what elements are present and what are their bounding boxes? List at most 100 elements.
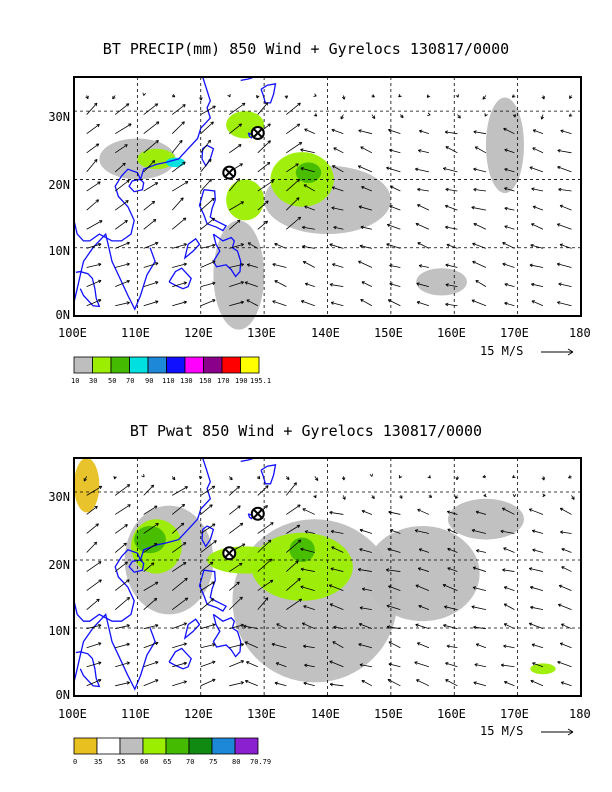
coastline xyxy=(260,83,277,104)
wind-vector xyxy=(229,643,244,649)
wind-vector-head xyxy=(442,583,447,588)
wind-vector-head xyxy=(386,625,391,629)
wind-vector xyxy=(86,642,102,649)
wind-vector xyxy=(172,301,187,307)
wind-vector-head xyxy=(227,93,231,98)
colorbar-swatch xyxy=(166,356,186,374)
wind-vector-head xyxy=(296,123,301,127)
wind-vector-head xyxy=(207,139,211,144)
wind-vector-head xyxy=(151,160,156,164)
wind-vector xyxy=(303,184,316,192)
wind-vector-head xyxy=(274,280,278,284)
wind-vector-head xyxy=(445,225,449,230)
wind-vector-head xyxy=(371,495,375,499)
wind-vector xyxy=(504,302,515,307)
wind-vector-head xyxy=(98,642,102,646)
wind-vector-head xyxy=(83,478,87,482)
wind-vector-head xyxy=(427,112,431,117)
wind-vector xyxy=(200,504,213,515)
wind-vector xyxy=(86,280,102,288)
wind-vector xyxy=(143,642,159,649)
wind-vector-head xyxy=(238,144,242,148)
wind-vector-head xyxy=(183,680,187,684)
wind-vector xyxy=(114,123,132,135)
wind-vector-head xyxy=(475,510,480,515)
wind-vector xyxy=(445,264,458,268)
wind-vector-head xyxy=(417,204,421,208)
wind-vector xyxy=(86,102,98,115)
wind-vector xyxy=(557,149,572,154)
wind-vector xyxy=(246,661,258,668)
wind-vector xyxy=(415,584,430,591)
wind-vector-head xyxy=(358,205,363,209)
wind-vector xyxy=(200,299,216,307)
wind-vector xyxy=(559,205,572,211)
wind-vector xyxy=(331,186,344,192)
wind-vector xyxy=(171,197,184,211)
wind-vector xyxy=(416,301,430,307)
wind-vector-head xyxy=(418,264,423,268)
wind-vector xyxy=(200,244,216,249)
wind-vector xyxy=(229,562,243,572)
wind-vector xyxy=(332,263,344,268)
x-tick-label: 120E xyxy=(184,707,213,721)
colorbar-label: 110 xyxy=(162,377,175,385)
wind-vector-head xyxy=(270,522,274,526)
wind-vector xyxy=(503,623,515,630)
wind-vector xyxy=(172,643,187,649)
wind-vector xyxy=(532,549,544,553)
wind-vector xyxy=(143,242,159,249)
wind-vector-head xyxy=(98,579,102,583)
wind-vector xyxy=(257,485,269,496)
wind-vector-head xyxy=(329,510,333,515)
wind-vector-head xyxy=(483,493,487,498)
wind-vector xyxy=(114,179,130,192)
wind-vector xyxy=(200,158,212,173)
wind-vector-head xyxy=(330,567,334,571)
coastline xyxy=(168,267,192,290)
x-tick-label: 150E xyxy=(374,707,403,721)
wind-vector xyxy=(200,197,215,211)
wind-vector xyxy=(329,243,344,249)
wind-vector-head xyxy=(296,524,301,529)
wind-vector-head xyxy=(414,529,419,533)
wind-vector xyxy=(445,679,458,687)
wind-vector-head xyxy=(512,493,517,498)
wind-vector xyxy=(330,568,344,572)
wind-vector-head xyxy=(446,243,450,248)
wind-vector-head xyxy=(446,510,451,514)
wind-vector-head xyxy=(333,225,337,230)
wind-vector-head xyxy=(560,681,565,685)
wind-vector-head xyxy=(184,181,189,185)
wind-vector-head xyxy=(240,201,244,205)
wind-vector xyxy=(257,597,269,610)
wind-vector xyxy=(229,505,241,515)
wind-vector-head xyxy=(142,92,146,96)
shaded-region xyxy=(74,458,100,513)
wind-vector xyxy=(558,188,572,192)
wind-vector-head xyxy=(331,186,336,190)
wind-vector-head xyxy=(295,560,299,564)
wind-vector-head xyxy=(297,578,301,582)
wind-vector-head xyxy=(297,539,302,543)
wind-vector xyxy=(447,548,458,553)
colorbar-label: 30 xyxy=(89,377,98,385)
wind-vector-head xyxy=(154,542,158,547)
wind-vector xyxy=(415,529,429,534)
wind-vector xyxy=(503,547,515,553)
wind-vector-head xyxy=(141,473,145,478)
wind-vector-head xyxy=(329,682,333,687)
wind-vector-head xyxy=(211,485,216,490)
wind-vector xyxy=(200,217,215,230)
wind-vector-head xyxy=(255,95,260,99)
wind-vector-head xyxy=(210,598,215,602)
wind-vector-head xyxy=(388,585,392,589)
wind-vector-head xyxy=(558,584,563,588)
wind-vector xyxy=(86,505,98,515)
wind-vector-head xyxy=(532,548,536,552)
wind-vector-head xyxy=(210,121,214,125)
wind-vector xyxy=(257,200,269,211)
wind-vector-head xyxy=(298,141,303,146)
wind-vector-head xyxy=(284,95,289,99)
wind-vector xyxy=(143,523,159,534)
